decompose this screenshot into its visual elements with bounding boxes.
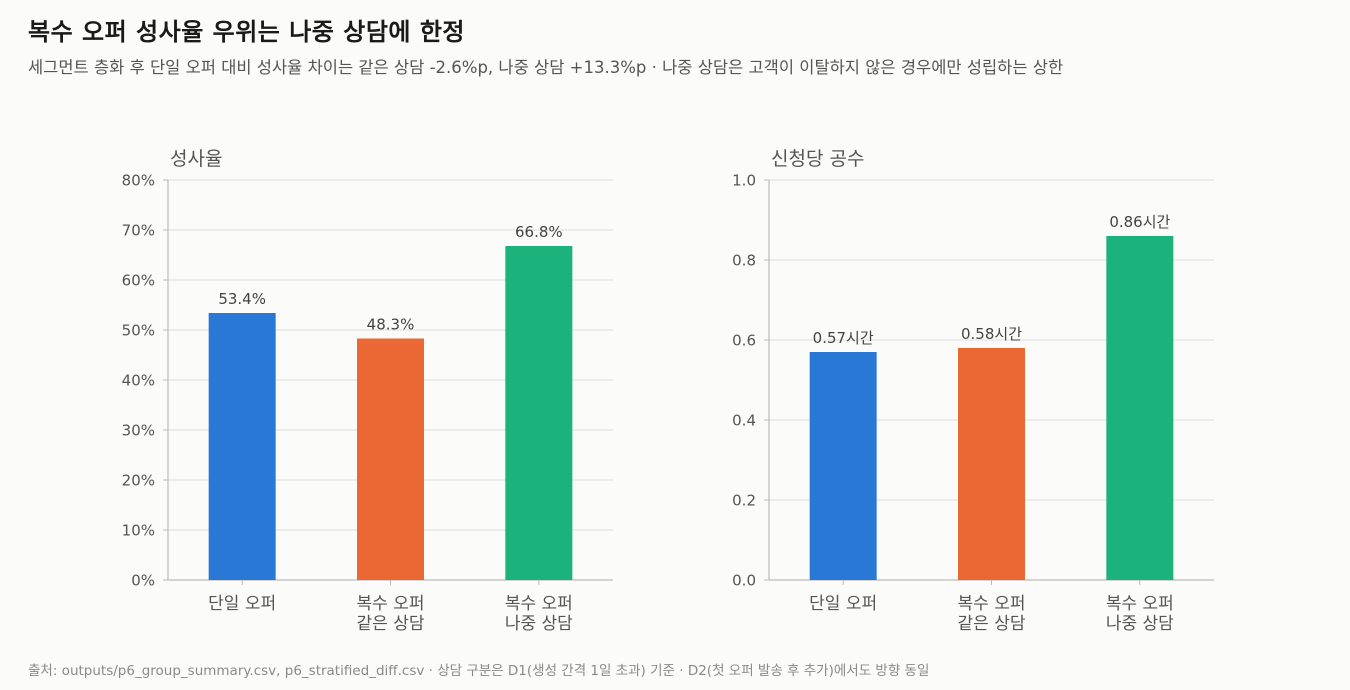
x-tick-label: 같은 상담 — [357, 614, 425, 634]
panel-success-rate: 성사율 0% 10% 20% 30% 40% 50% 60% 70% 80% 53.4% 단일 오퍼 4… — [122, 148, 613, 634]
y-tick-label: 20% — [122, 472, 155, 490]
bar — [809, 352, 877, 580]
source-footnote: 출처: outputs/p6_group_summary.csv, p6_str… — [28, 663, 930, 679]
x-tick-label: 같은 상담 — [958, 614, 1026, 634]
bar-value-label: 0.58시간 — [961, 325, 1022, 343]
x-tick-label: 복수 오퍼 — [958, 594, 1026, 614]
y-tick-label: 0.2 — [732, 492, 756, 510]
y-tick-label: 0.4 — [732, 412, 756, 430]
y-tick-label: 0.6 — [732, 332, 756, 350]
y-tick-label: 1.0 — [732, 172, 756, 190]
x-tick-label: 복수 오퍼 — [357, 594, 425, 614]
bar-value-label: 0.57시간 — [813, 329, 874, 347]
y-tick-label: 30% — [122, 422, 155, 440]
y-tick-label: 40% — [122, 372, 155, 390]
y-tick-label: 0% — [131, 572, 155, 590]
chart-title: 복수 오퍼 성사율 우위는 나중 상담에 한정 — [28, 18, 465, 46]
bar-value-label: 48.3% — [367, 316, 415, 334]
y-tick-label: 80% — [122, 172, 155, 190]
x-tick-label: 복수 오퍼 — [505, 594, 573, 614]
bar-value-label: 0.86시간 — [1109, 213, 1170, 231]
bar — [357, 338, 424, 580]
x-tick-label: 나중 상담 — [1106, 614, 1174, 634]
x-tick-label: 단일 오퍼 — [208, 594, 276, 614]
bar — [1106, 236, 1174, 580]
y-tick-label: 70% — [122, 222, 155, 240]
panel-title: 성사율 — [170, 148, 222, 170]
x-tick-label: 나중 상담 — [505, 614, 573, 634]
y-tick-label: 10% — [122, 522, 155, 540]
y-tick-label: 50% — [122, 322, 155, 340]
y-tick-label: 0.8 — [732, 252, 756, 270]
bar — [505, 246, 573, 580]
bar — [958, 348, 1025, 580]
x-tick-label: 단일 오퍼 — [809, 594, 877, 614]
chart-subtitle: 세그먼트 층화 후 단일 오퍼 대비 성사율 차이는 같은 상담 -2.6%p,… — [28, 58, 1064, 77]
bar-value-label: 66.8% — [515, 223, 563, 241]
y-tick-label: 0.0 — [732, 572, 756, 590]
bar — [208, 313, 276, 580]
y-tick-label: 60% — [122, 272, 155, 290]
panel-title: 신청당 공수 — [771, 148, 864, 170]
x-tick-label: 복수 오퍼 — [1106, 594, 1174, 614]
bar-value-label: 53.4% — [218, 290, 266, 308]
